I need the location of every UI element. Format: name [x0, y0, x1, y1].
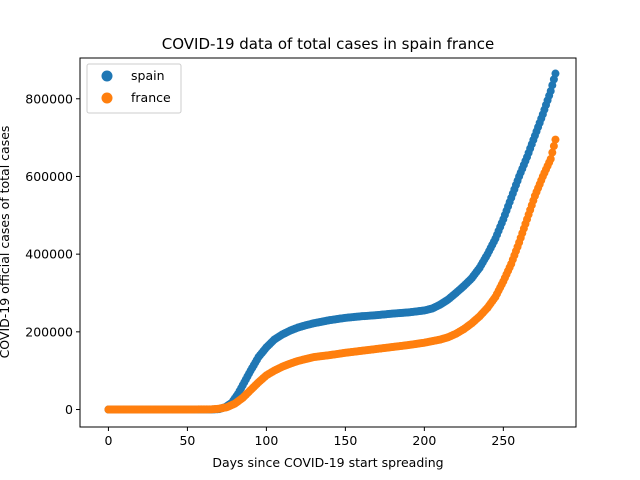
x-tick-label: 150: [333, 433, 357, 448]
legend-label-spain: spain: [131, 68, 165, 83]
chart-title: COVID-19 data of total cases in spain fr…: [162, 35, 494, 53]
data-point-spain: [551, 69, 560, 78]
x-axis-title: Days since COVID-19 start spreading: [212, 455, 443, 470]
x-tick-label: 0: [104, 433, 112, 448]
data-point-france: [549, 142, 558, 151]
x-axis: 0 50 100 150 200 250: [104, 427, 515, 448]
data-point-france: [546, 154, 555, 163]
y-tick-label: 800000: [25, 91, 73, 106]
y-tick-label: 600000: [25, 169, 73, 184]
legend-marker-france: [101, 92, 113, 104]
legend: spain france: [86, 63, 182, 114]
plot-points: [104, 69, 560, 414]
x-tick-label: 50: [179, 433, 195, 448]
y-tick-label: 0: [65, 402, 73, 417]
legend-label-france: france: [131, 90, 171, 105]
x-tick-label: 250: [491, 433, 515, 448]
data-point-france: [548, 148, 557, 157]
x-tick-label: 200: [412, 433, 436, 448]
plot-area-frame: [79, 57, 577, 428]
y-axis: 0 200000 400000 600000 800000: [25, 91, 80, 417]
y-axis-title: COVID-19 official cases of total cases: [0, 126, 12, 359]
y-tick-label: 200000: [25, 324, 73, 339]
y-tick-label: 400000: [25, 247, 73, 262]
x-tick-label: 100: [254, 433, 278, 448]
legend-marker-spain: [101, 70, 113, 82]
data-point-france: [551, 135, 560, 144]
